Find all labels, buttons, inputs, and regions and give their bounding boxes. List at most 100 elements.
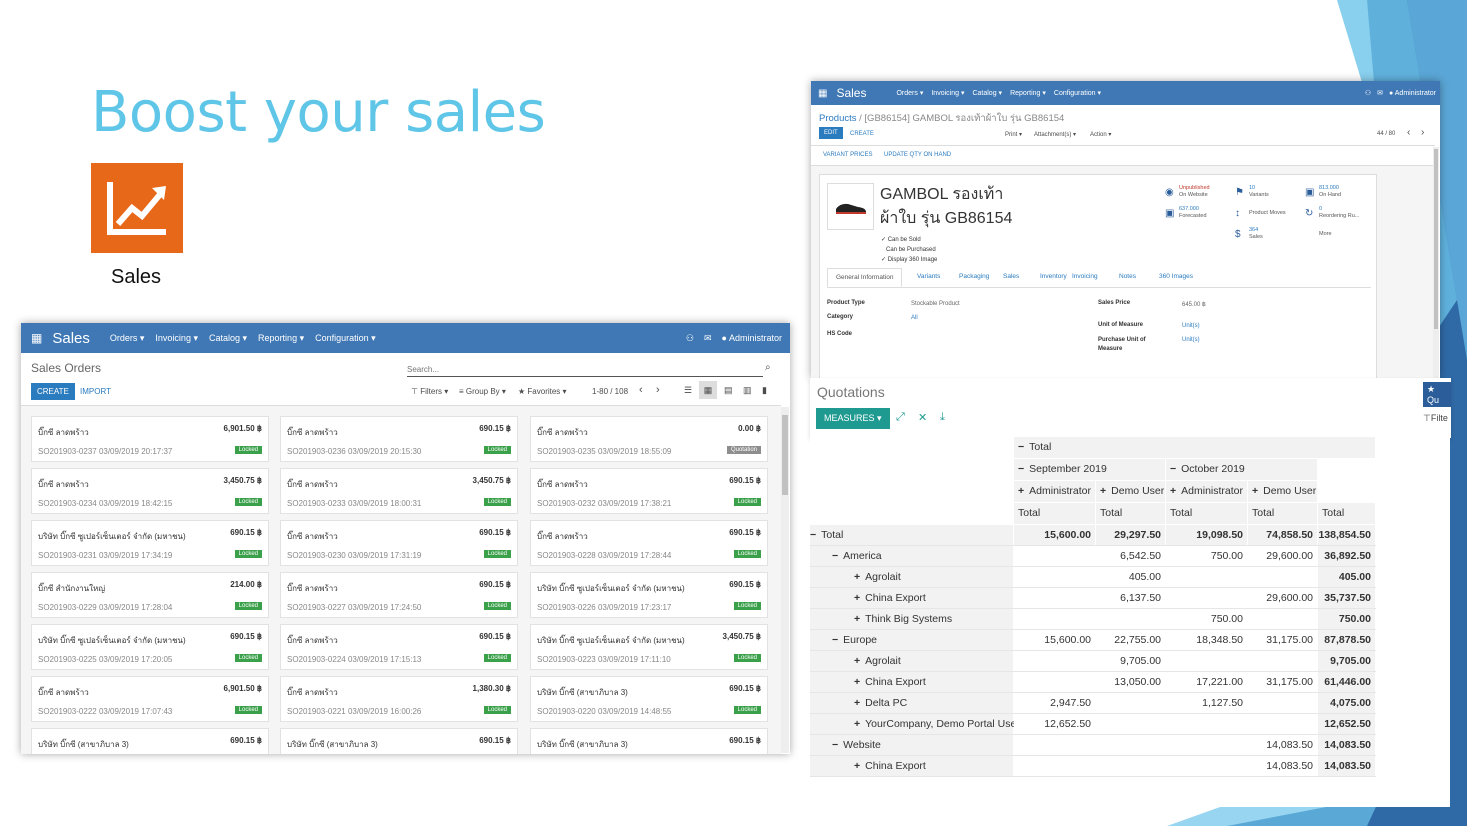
- header-total[interactable]: − Total: [1018, 441, 1052, 453]
- create-button[interactable]: CREATE: [31, 383, 75, 400]
- menu-orders[interactable]: Orders ▾: [896, 90, 924, 97]
- pivot-row-header[interactable]: − Website: [832, 739, 881, 751]
- attachments-dropdown[interactable]: Attachment(s) ▾: [1034, 132, 1077, 138]
- chat-icon[interactable]: ✉: [703, 332, 712, 343]
- chat-icon[interactable]: ✉: [1377, 90, 1383, 97]
- download-icon[interactable]: ⤓: [940, 411, 945, 423]
- smart-button[interactable]: ↕ Product Moves: [1235, 203, 1303, 223]
- menu-invoicing[interactable]: Invoicing ▾: [155, 332, 198, 343]
- menu-orders[interactable]: Orders ▾: [109, 332, 145, 343]
- tab-360-images[interactable]: 360 Images: [1159, 273, 1193, 280]
- favorite-star-button[interactable]: ★ Qu: [1423, 382, 1451, 407]
- scrollbar[interactable]: [781, 407, 789, 753]
- variant-prices-button[interactable]: VARIANT PRICES: [823, 152, 873, 158]
- bug-icon[interactable]: ⚇: [1364, 90, 1372, 97]
- sales-price-value[interactable]: 645.00 ฿: [1182, 302, 1206, 308]
- order-card[interactable]: บริษัท บิ๊กซี (สาขาภิบาล 3) 690.15 ฿: [280, 728, 518, 754]
- smart-button[interactable]: ▣ 637.000 Forecasted: [1165, 203, 1233, 223]
- tab-sales[interactable]: Sales: [1003, 273, 1020, 280]
- tab-inventory[interactable]: Inventory: [1040, 273, 1067, 280]
- smart-button[interactable]: ↻ 0 Reordering Ru...: [1305, 203, 1373, 223]
- print-dropdown[interactable]: Print ▾: [1005, 132, 1023, 138]
- graph-view-icon[interactable]: ▮: [762, 385, 767, 395]
- update-qty-button[interactable]: UPDATE QTY ON HAND: [884, 152, 952, 158]
- pivot-row-header[interactable]: + China Export: [854, 676, 926, 688]
- pager-prev-icon[interactable]: ‹: [639, 384, 643, 396]
- pivot-row-header[interactable]: + China Export: [854, 592, 926, 604]
- pivot-row-header[interactable]: − Total: [810, 529, 844, 541]
- kanban-view-icon[interactable]: ▦: [699, 381, 717, 399]
- pivot-row-header[interactable]: + Agrolait: [854, 655, 901, 667]
- order-card[interactable]: บิ๊กซี ลาดพร้าว 1,380.30 ฿ SO201903-0221…: [280, 676, 518, 722]
- menu-catalog[interactable]: Catalog ▾: [208, 332, 248, 343]
- can-be-sold-checkbox[interactable]: ✓ Can be Sold: [881, 237, 921, 243]
- can-be-purchased-checkbox[interactable]: Can be Purchased: [886, 247, 936, 253]
- pivot-row-header[interactable]: + China Export: [854, 760, 926, 772]
- collapse-icon[interactable]: ✕: [918, 412, 928, 424]
- uom-value[interactable]: Unit(s): [1182, 323, 1200, 329]
- order-card[interactable]: บิ๊กซี ลาดพร้าว 6,901.50 ฿ SO201903-0237…: [31, 416, 269, 462]
- menu-invoicing[interactable]: Invoicing ▾: [931, 90, 965, 97]
- order-card[interactable]: บิ๊กซี สำนักงานใหญ่ 214.00 ฿ SO201903-02…: [31, 572, 269, 618]
- category-value[interactable]: All: [911, 315, 918, 321]
- header-user[interactable]: + Administrator: [1018, 485, 1091, 497]
- pivot-row-header[interactable]: + Delta PC: [854, 697, 908, 709]
- header-month[interactable]: − September 2019: [1018, 463, 1107, 475]
- user-menu[interactable]: ● Administrator: [721, 333, 782, 343]
- order-card[interactable]: บริษัท บิ๊กซี ซูเปอร์เซ็นเตอร์ จำกัด (มห…: [530, 572, 768, 618]
- order-card[interactable]: บิ๊กซี ลาดพร้าว 3,450.75 ฿ SO201903-0233…: [280, 468, 518, 514]
- pager-next-icon[interactable]: ›: [1421, 127, 1425, 138]
- order-card[interactable]: บริษัท บิ๊กซี ซูเปอร์เซ็นเตอร์ จำกัด (มห…: [530, 624, 768, 670]
- bug-icon[interactable]: ⚇: [685, 332, 694, 343]
- expand-icon[interactable]: ⤢: [896, 411, 905, 423]
- pivot-row-header[interactable]: + Agrolait: [854, 571, 901, 583]
- group-by-dropdown[interactable]: ≡ Group By ▾: [459, 387, 506, 396]
- tab-invoicing[interactable]: Invoicing: [1072, 273, 1098, 280]
- order-card[interactable]: บิ๊กซี ลาดพร้าว 690.15 ฿ SO201903-0236 0…: [280, 416, 518, 462]
- menu-configuration[interactable]: Configuration ▾: [315, 332, 376, 343]
- pivot-row-header[interactable]: + YourCompany, Demo Portal User: [854, 718, 1020, 730]
- apps-grid-icon[interactable]: ▦: [818, 87, 828, 99]
- measures-button[interactable]: MEASURES ▾: [816, 408, 890, 429]
- pivot-row-header[interactable]: − Europe: [832, 634, 877, 646]
- breadcrumb-products[interactable]: Products: [819, 113, 857, 124]
- edit-button[interactable]: EDIT: [819, 127, 843, 139]
- order-card[interactable]: บิ๊กซี ลาดพร้าว 3,450.75 ฿ SO201903-0234…: [31, 468, 269, 514]
- list-view-icon[interactable]: ☰: [684, 385, 693, 395]
- filter-dropdown[interactable]: ⊤Filte: [1423, 413, 1448, 423]
- smart-button[interactable]: $364 Sales: [1235, 224, 1303, 244]
- product-type-value[interactable]: Stockable Product: [911, 301, 960, 307]
- order-card[interactable]: บริษัท บิ๊กซี (สาขาภิบาล 3) 690.15 ฿: [31, 728, 269, 754]
- pivot-row-header[interactable]: + Think Big Systems: [854, 613, 953, 625]
- app-name[interactable]: Sales: [836, 86, 867, 100]
- user-menu[interactable]: ● Administrator: [1388, 89, 1436, 97]
- order-card[interactable]: บิ๊กซี ลาดพร้าว 6,901.50 ฿ SO201903-0222…: [31, 676, 269, 722]
- header-user[interactable]: + Demo User: [1100, 485, 1165, 497]
- order-card[interactable]: บิ๊กซี ลาดพร้าว 690.15 ฿ SO201903-0232 0…: [530, 468, 768, 514]
- order-card[interactable]: บิ๊กซี ลาดพร้าว 690.15 ฿ SO201903-0227 0…: [280, 572, 518, 618]
- tab-general-information[interactable]: General Information: [827, 268, 903, 287]
- order-card[interactable]: บิ๊กซี ลาดพร้าว 690.15 ฿ SO201903-0228 0…: [530, 520, 768, 566]
- scrollbar[interactable]: [1433, 147, 1439, 379]
- menu-reporting[interactable]: Reporting ▾: [1010, 90, 1046, 97]
- display-360-checkbox[interactable]: ✓ Display 360 Image: [881, 257, 938, 263]
- menu-configuration[interactable]: Configuration ▾: [1053, 90, 1102, 97]
- pager-next-icon[interactable]: ›: [656, 384, 660, 396]
- calendar-view-icon[interactable]: ▤: [724, 385, 733, 395]
- menu-reporting[interactable]: Reporting ▾: [258, 332, 305, 343]
- tab-variants[interactable]: Variants: [917, 273, 941, 280]
- pager[interactable]: 1-80 / 108: [592, 387, 629, 396]
- order-card[interactable]: บริษัท บิ๊กซี ซูเปอร์เซ็นเตอร์ จำกัด (มห…: [31, 624, 269, 670]
- purchase-uom-value[interactable]: Unit(s): [1182, 337, 1200, 343]
- tab-packaging[interactable]: Packaging: [959, 273, 990, 280]
- smart-button[interactable]: ⚑ 10 Variants: [1235, 182, 1303, 202]
- app-name[interactable]: Sales: [52, 329, 90, 347]
- order-card[interactable]: บิ๊กซี ลาดพร้าว 0.00 ฿ SO201903-0235 03/…: [530, 416, 768, 462]
- order-card[interactable]: บริษัท บิ๊กซี ซูเปอร์เซ็นเตอร์ จำกัด (มห…: [31, 520, 269, 566]
- smart-button[interactable]: ◉ Unpublished On Website: [1165, 182, 1233, 202]
- header-month[interactable]: − October 2019: [1170, 463, 1245, 475]
- create-button[interactable]: CREATE: [850, 131, 874, 137]
- order-card[interactable]: บริษัท บิ๊กซี (สาขาภิบาล 3) 690.15 ฿ SO2…: [530, 676, 768, 722]
- action-dropdown[interactable]: Action ▾: [1090, 132, 1112, 138]
- order-card[interactable]: บิ๊กซี ลาดพร้าว 690.15 ฿ SO201903-0230 0…: [280, 520, 518, 566]
